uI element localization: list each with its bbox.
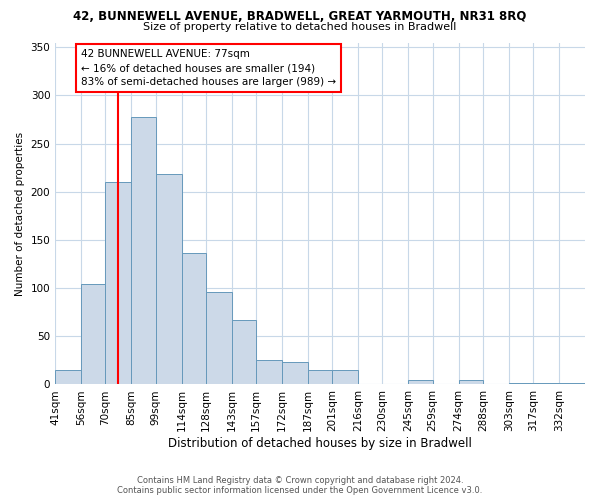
Text: 42 BUNNEWELL AVENUE: 77sqm
← 16% of detached houses are smaller (194)
83% of sem: 42 BUNNEWELL AVENUE: 77sqm ← 16% of deta… xyxy=(81,49,336,87)
Bar xyxy=(81,284,106,384)
Bar xyxy=(106,182,131,384)
Text: Size of property relative to detached houses in Bradwell: Size of property relative to detached ho… xyxy=(143,22,457,32)
Bar xyxy=(533,382,559,384)
Text: Contains HM Land Registry data © Crown copyright and database right 2024.
Contai: Contains HM Land Registry data © Crown c… xyxy=(118,476,482,495)
Bar xyxy=(206,292,232,384)
Bar xyxy=(509,382,533,384)
Bar xyxy=(232,320,256,384)
Bar xyxy=(256,360,282,384)
Bar xyxy=(131,116,155,384)
Bar xyxy=(308,370,332,384)
Text: 42, BUNNEWELL AVENUE, BRADWELL, GREAT YARMOUTH, NR31 8RQ: 42, BUNNEWELL AVENUE, BRADWELL, GREAT YA… xyxy=(73,10,527,23)
Bar xyxy=(55,370,81,384)
Bar xyxy=(332,370,358,384)
Bar xyxy=(155,174,182,384)
Bar xyxy=(559,382,585,384)
Bar xyxy=(282,362,308,384)
Bar xyxy=(182,254,206,384)
X-axis label: Distribution of detached houses by size in Bradwell: Distribution of detached houses by size … xyxy=(168,437,472,450)
Bar xyxy=(458,380,483,384)
Y-axis label: Number of detached properties: Number of detached properties xyxy=(15,132,25,296)
Bar xyxy=(409,380,433,384)
